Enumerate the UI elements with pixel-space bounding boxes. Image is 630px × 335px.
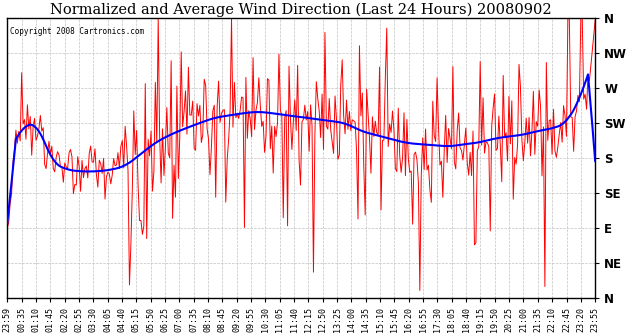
Text: Copyright 2008 Cartronics.com: Copyright 2008 Cartronics.com	[10, 27, 144, 36]
Title: Normalized and Average Wind Direction (Last 24 Hours) 20080902: Normalized and Average Wind Direction (L…	[50, 3, 552, 17]
